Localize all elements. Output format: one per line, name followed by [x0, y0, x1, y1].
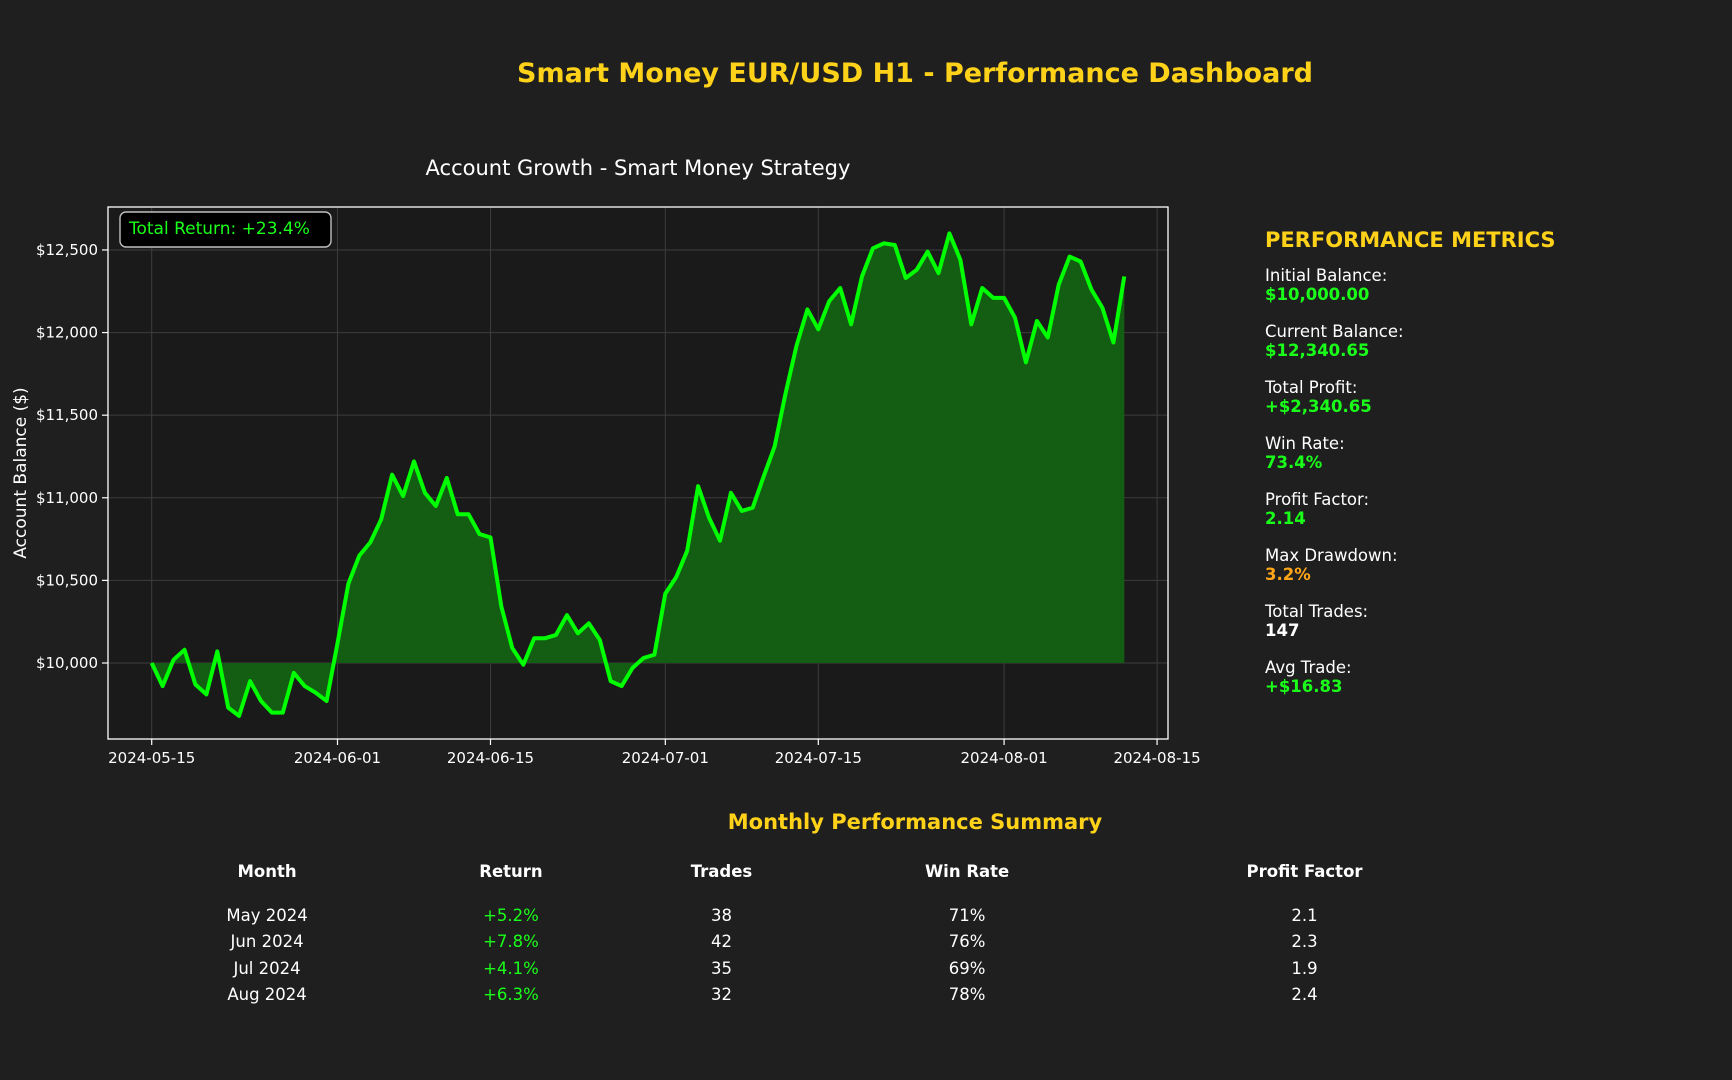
column-header: Month [237, 862, 297, 881]
return-cell: +5.2% [483, 905, 539, 925]
metric-value: $10,000.00 [1265, 285, 1370, 304]
trades-cell: 32 [710, 985, 732, 1005]
profit-factor-cell: 1.9 [1291, 958, 1318, 978]
dashboard-title: Smart Money EUR/USD H1 - Performance Das… [517, 58, 1313, 89]
table-row: Jun 2024 +7.8% 42 76% 2.3 [130, 929, 1500, 956]
return-cell: +4.1% [483, 958, 539, 978]
plot-frame [107, 206, 1169, 740]
metric-label: Avg Trade: [1265, 658, 1352, 677]
metric-label: Current Balance: [1265, 322, 1404, 341]
y-tick-label: $11,000 [36, 489, 98, 507]
trades-cell: 38 [710, 905, 732, 925]
trades-cell: 42 [710, 932, 732, 952]
metric-value: $12,340.65 [1265, 341, 1370, 360]
metric-label: Win Rate: [1265, 434, 1345, 453]
metric-total-profit: Total Profit: +$2,340.65 [1265, 378, 1705, 434]
metric-value: 2.14 [1265, 509, 1306, 528]
month-cell: Jun 2024 [230, 932, 304, 952]
chart-title: Account Growth - Smart Money Strategy [425, 156, 851, 180]
month-cell: Aug 2024 [227, 985, 307, 1005]
metric-current-balance: Current Balance: $12,340.65 [1265, 322, 1705, 378]
metric-label: Profit Factor: [1265, 490, 1370, 509]
profit-factor-cell: 2.3 [1291, 932, 1318, 952]
metric-total-trades: Total Trades: 147 [1265, 602, 1705, 658]
x-tick-label: 2024-08-01 [960, 749, 1047, 767]
column-header: Win Rate [924, 862, 1010, 881]
annotation-text: Total Return: +23.4% [128, 219, 310, 239]
return-cell: +6.3% [483, 985, 539, 1005]
y-tick-label: $10,000 [36, 654, 98, 672]
win-rate-cell: 76% [948, 932, 986, 952]
metric-avg-trade: Avg Trade: +$16.83 [1265, 658, 1705, 714]
win-rate-cell: 78% [948, 985, 986, 1005]
metric-profit-factor: Profit Factor: 2.14 [1265, 490, 1705, 546]
annotation-box [119, 211, 332, 248]
metric-value: 147 [1265, 621, 1300, 640]
win-rate-cell: 71% [948, 905, 986, 925]
win-rate-cell: 69% [948, 958, 986, 978]
y-tick-label: $12,500 [36, 241, 98, 259]
metric-label: Total Trades: [1265, 602, 1369, 621]
axis-ticks: $10,000 $10,500 $11,000 $11,500 $12,000 $12,5… [36, 241, 1201, 767]
y-axis-label: Account Balance ($) [11, 387, 31, 558]
metric-win-rate: Win Rate: 73.4% [1265, 434, 1705, 490]
profit-factor-cell: 2.4 [1291, 985, 1318, 1005]
x-tick-label: 2024-07-15 [775, 749, 862, 767]
x-tick-label: 2024-05-15 [108, 749, 195, 767]
balance-line [149, 231, 1127, 718]
month-cell: Jul 2024 [233, 958, 301, 978]
performance-metrics-panel: PERFORMANCE METRICS Initial Balance: $10… [1265, 228, 1705, 714]
monthly-summary-title: Monthly Performance Summary [727, 810, 1103, 834]
y-tick-label: $12,000 [36, 324, 98, 342]
y-tick-label: $10,500 [36, 571, 98, 589]
table-row: Jul 2024 +4.1% 35 69% 1.9 [130, 955, 1500, 982]
metric-label: Max Drawdown: [1265, 546, 1398, 565]
table-row: May 2024 +5.2% 38 71% 2.1 [130, 902, 1500, 929]
month-cell: May 2024 [226, 905, 308, 925]
metric-label: Initial Balance: [1265, 266, 1388, 285]
x-tick-label: 2024-07-01 [622, 749, 709, 767]
table-header-row: Month Return Trades Win Rate Profit Fact… [130, 862, 1500, 902]
column-header: Return [479, 862, 543, 881]
x-tick-label: 2024-06-01 [294, 749, 381, 767]
metric-initial-balance: Initial Balance: $10,000.00 [1265, 266, 1705, 322]
profit-factor-cell: 2.1 [1291, 905, 1318, 925]
balance-area-fill [151, 233, 1125, 716]
table-row: Aug 2024 +6.3% 32 78% 2.4 [130, 982, 1500, 1009]
y-tick-label: $11,500 [36, 406, 98, 424]
return-cell: +7.8% [483, 932, 539, 952]
trades-cell: 35 [710, 958, 732, 978]
metrics-heading: PERFORMANCE METRICS [1265, 228, 1556, 252]
metric-value: +$2,340.65 [1265, 397, 1372, 416]
column-header: Trades [690, 862, 753, 881]
column-header: Profit Factor [1246, 862, 1363, 881]
total-return-annotation: Total Return: +23.4% [119, 211, 332, 248]
metric-value: 73.4% [1265, 453, 1323, 472]
metric-label: Total Profit: [1265, 378, 1358, 397]
metric-max-drawdown: Max Drawdown: 3.2% [1265, 546, 1705, 602]
metric-value: 3.2% [1265, 565, 1311, 584]
x-tick-label: 2024-06-15 [447, 749, 534, 767]
metric-value: +$16.83 [1265, 677, 1343, 696]
x-tick-label: 2024-08-15 [1113, 749, 1200, 767]
monthly-summary-table: Month Return Trades Win Rate Profit Fact… [130, 862, 1500, 1008]
